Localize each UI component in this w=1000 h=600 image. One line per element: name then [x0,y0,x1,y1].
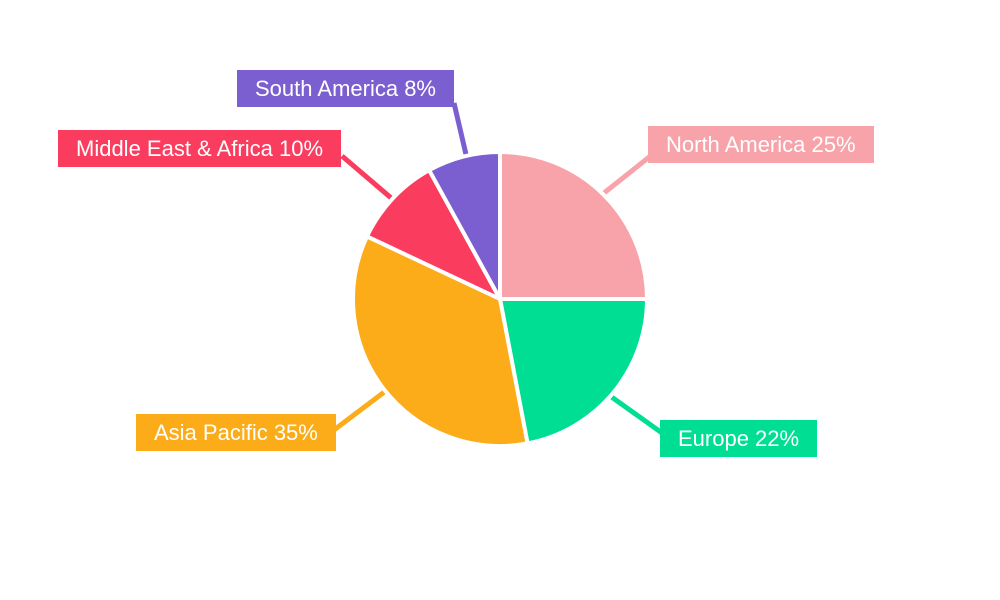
callout-label-middle-east-africa: Middle East & Africa 10% [58,130,342,167]
callout-label-asia-pacific: Asia Pacific 35% [136,414,336,451]
leader-line-europe [604,390,664,436]
leader-line-middle-east-africa [340,154,399,205]
pie-slice-south-america[interactable] [427,150,502,301]
pie-slice-europe[interactable] [498,297,649,446]
pie-slice-north-america[interactable] [498,150,649,301]
callout-label-north-america: North America 25% [648,126,874,163]
pie-slice-asia-pacific[interactable] [351,234,530,448]
callout-label-europe: Europe 22% [660,420,818,457]
callout-label-south-america: South America 8% [237,70,454,107]
leader-line-south-america [451,102,471,164]
leader-line-asia-pacific [332,388,389,432]
pie-slice-middle-east-africa[interactable] [364,168,502,301]
leader-line-north-america [602,152,655,195]
